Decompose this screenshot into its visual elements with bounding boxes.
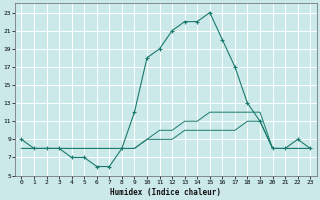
X-axis label: Humidex (Indice chaleur): Humidex (Indice chaleur): [110, 188, 221, 197]
